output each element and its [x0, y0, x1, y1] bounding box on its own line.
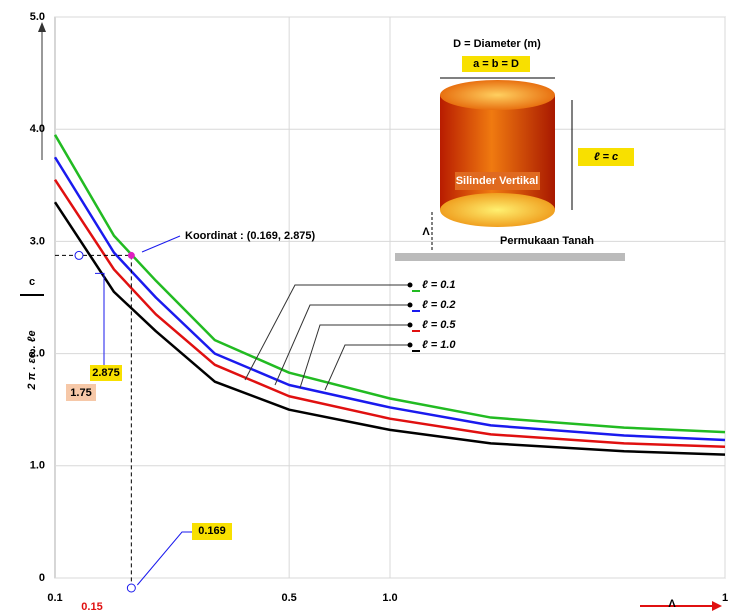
ab-text: a = b = D: [473, 58, 519, 70]
marker-x-label: 0.169: [198, 525, 226, 537]
chart: 01.02.03.04.05.00.10.51.01 c 2 π . εo . …: [0, 0, 736, 614]
annotations: 1.75 0.15 Koordinat : (0.169, 2.875) Λ 2…: [55, 230, 722, 613]
y-tick-label: 0: [39, 572, 45, 584]
legend: ℓ = 0.1 ℓ = 0.2 ℓ = 0.5 ℓ = 1.0: [408, 279, 457, 351]
legend-label: ℓ = 0.5: [422, 319, 456, 331]
ground-text: Permukaan Tanah: [500, 235, 594, 247]
legend-label: ℓ = 0.1: [422, 279, 456, 291]
legend-bullet: [408, 283, 413, 288]
diagram: D = Diameter (m) a = b = D ℓ = c Silinde…: [395, 38, 634, 261]
marker-note-line: [142, 236, 180, 252]
legend-pointers: [245, 285, 408, 390]
y-tick-label: 4.0: [30, 123, 45, 135]
cylinder-top: [440, 80, 555, 110]
marker-point: [128, 252, 135, 259]
marker-y-circle: [75, 251, 83, 259]
x-tick-label: 1: [722, 592, 728, 604]
bottom-note: 0.15: [81, 601, 102, 613]
x-arrow-head: [712, 601, 722, 611]
cylinder-bottom: [440, 193, 555, 227]
x-tick-label: 1.0: [382, 592, 397, 604]
marker-x-pointer: [137, 532, 192, 585]
marker-y-pointer: [95, 273, 104, 365]
marker-y-label: 2.875: [92, 367, 120, 379]
diameter-text: D = Diameter (m): [453, 38, 541, 50]
marker-note: Koordinat : (0.169, 2.875): [185, 230, 316, 242]
x-tick-label: 0.5: [282, 592, 297, 604]
legend-label: ℓ = 1.0: [422, 339, 456, 351]
marker-x-circle: [127, 584, 135, 592]
y-label-top: c: [29, 276, 35, 288]
lambda-text: Λ: [422, 226, 430, 238]
cylinder-text: Silinder Vertikal: [456, 175, 539, 187]
legend-label: ℓ = 0.2: [422, 299, 456, 311]
legend-bullet: [408, 303, 413, 308]
cylinder-body: [440, 95, 555, 210]
side-note: 1.75: [70, 387, 91, 399]
x-tick-label: 0.1: [47, 592, 62, 604]
y-tick-label: 5.0: [30, 11, 45, 23]
y-tick-label: 1.0: [30, 460, 45, 472]
legend-bullet: [408, 343, 413, 348]
legend-bullet: [408, 323, 413, 328]
y-arrow-head: [38, 22, 46, 32]
x-label: Λ: [668, 598, 676, 610]
ground: [395, 253, 625, 261]
y-tick-label: 3.0: [30, 235, 45, 247]
lc-text: ℓ = c: [594, 151, 618, 163]
y-label-bottom: 2 π . εo . ℓe: [26, 330, 38, 390]
